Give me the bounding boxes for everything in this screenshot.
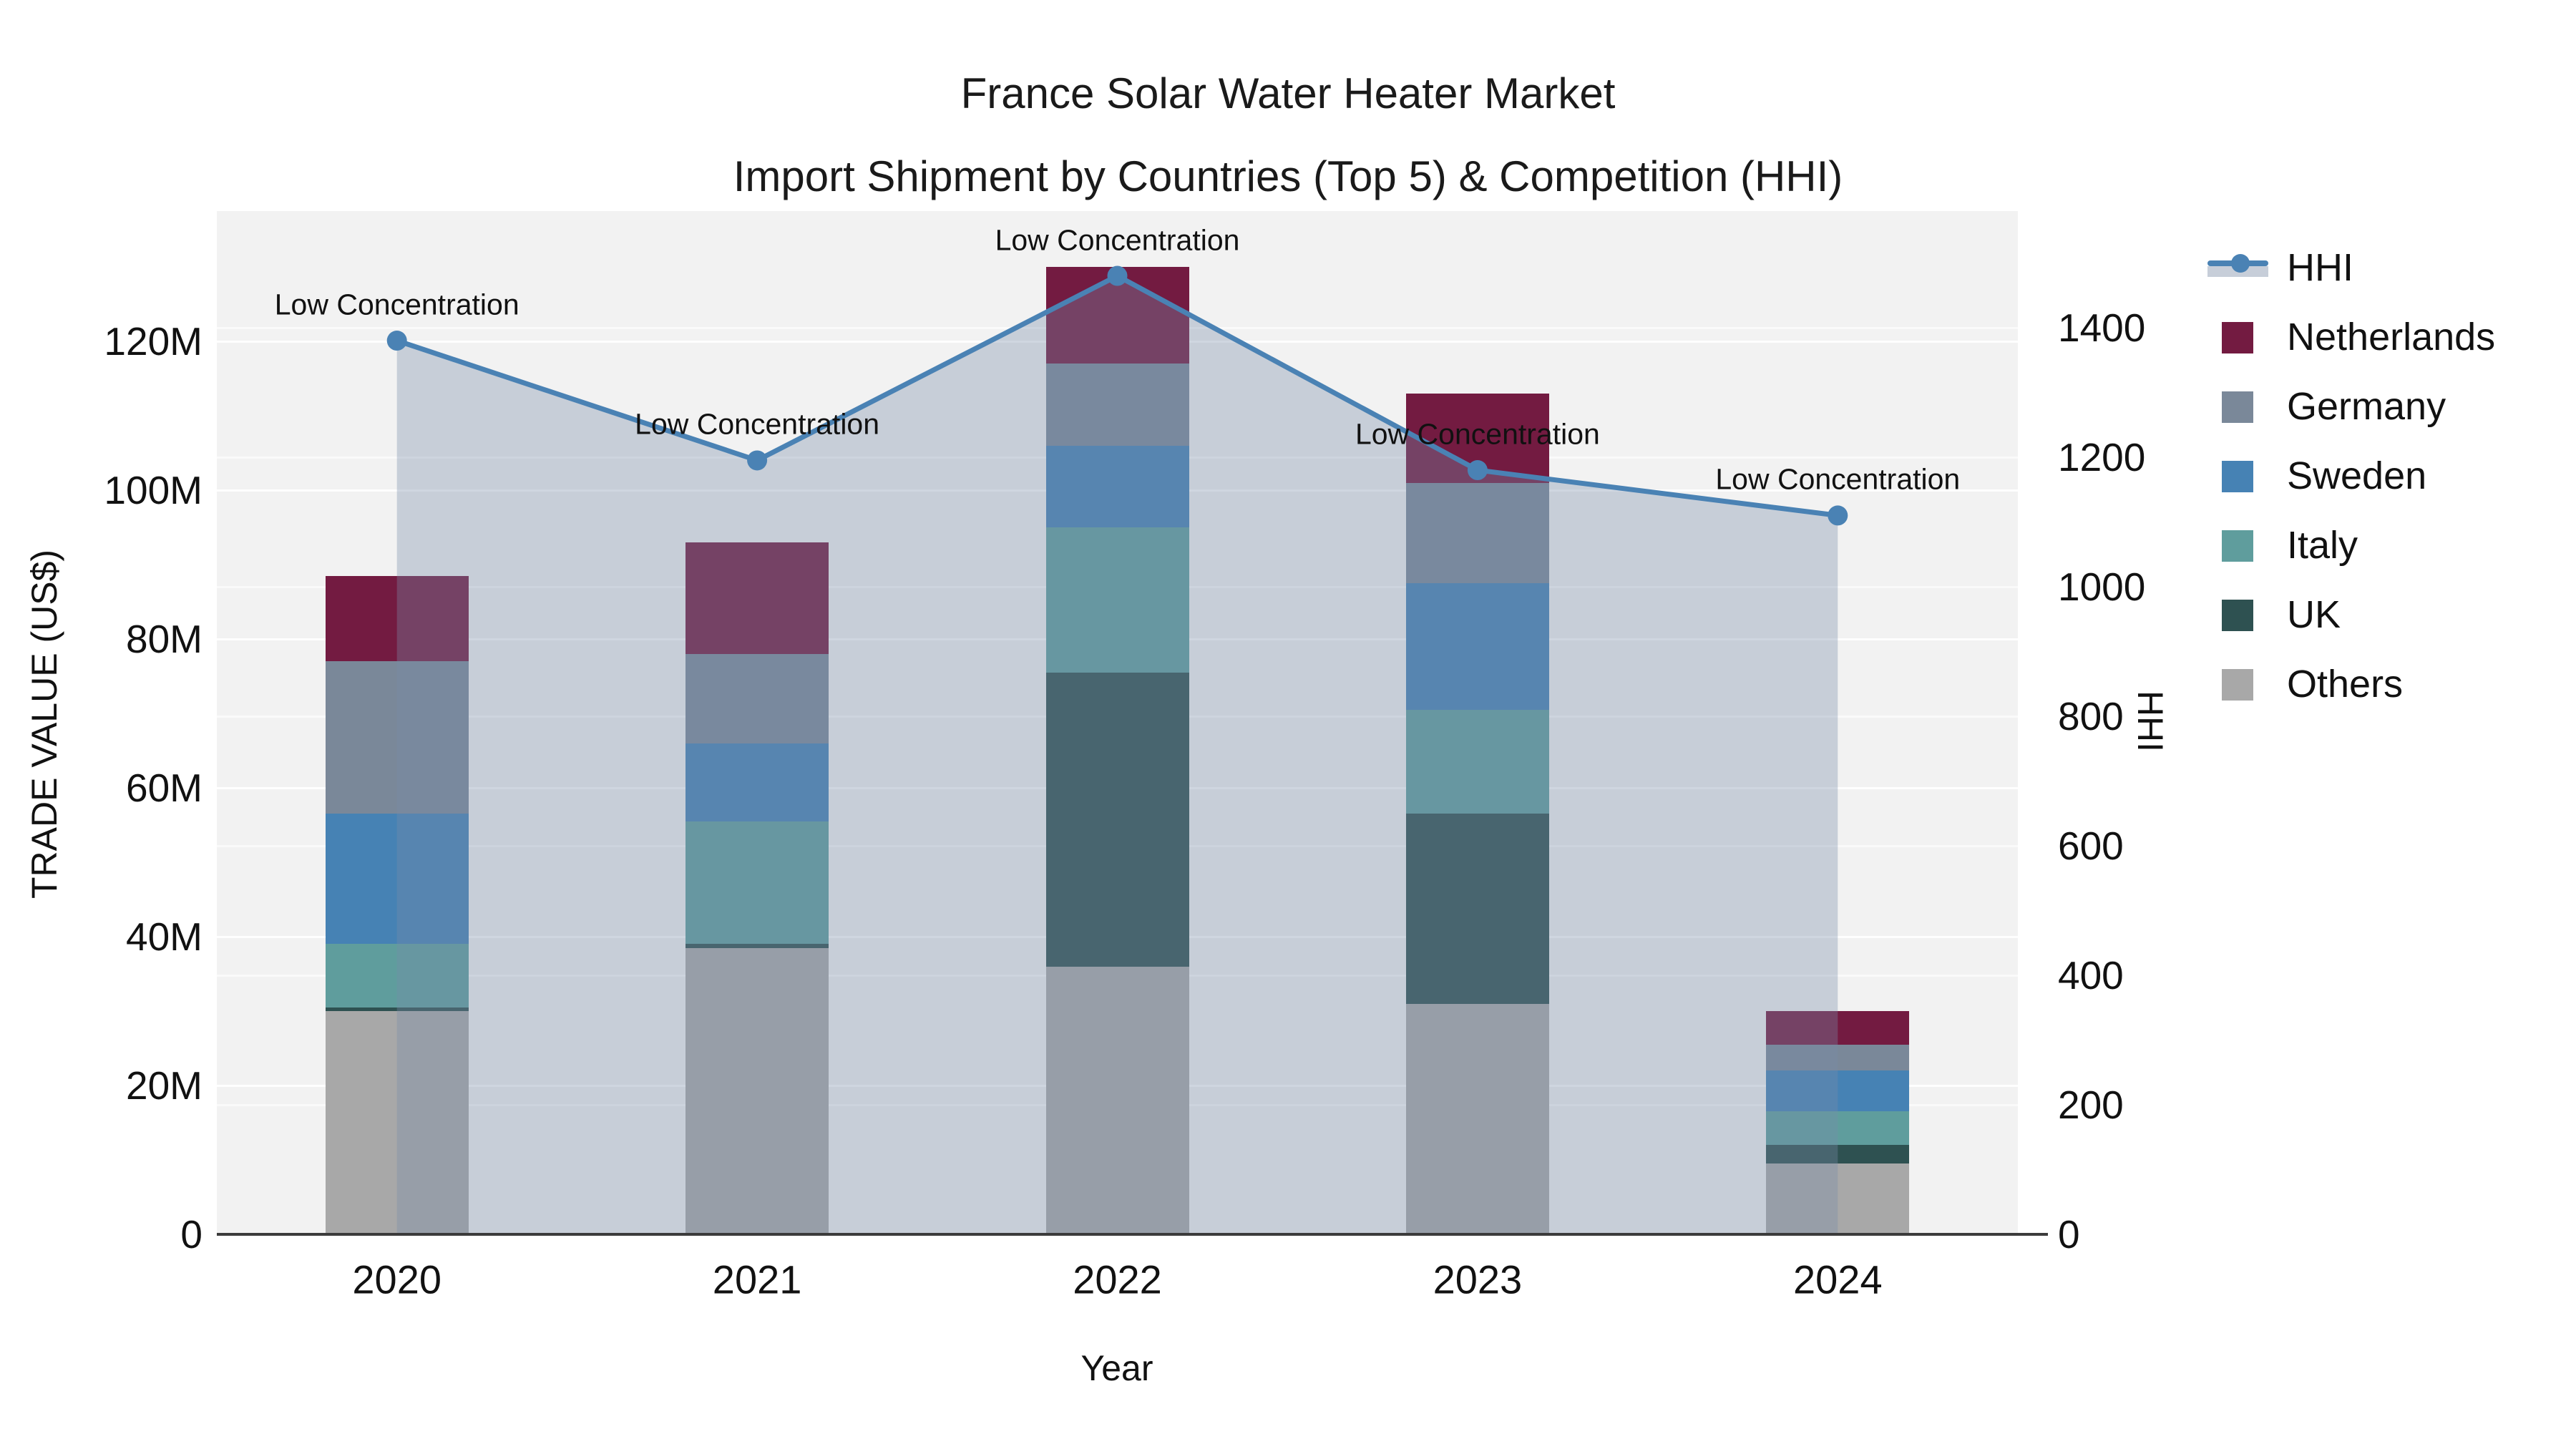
legend-swatch-sweden	[2207, 460, 2268, 492]
color-swatch	[2222, 391, 2253, 423]
hhi-marker	[1828, 505, 1848, 526]
x-tick-label-2022: 2022	[1073, 1257, 1162, 1302]
bar-segment-germany	[1045, 364, 1189, 446]
x-axis-line	[217, 1233, 2048, 1236]
annotation-low-concentration: Low Concentration	[274, 288, 519, 321]
bar-segment-others	[1405, 1003, 1549, 1234]
annotation-low-concentration: Low Concentration	[1355, 417, 1600, 451]
bar-segment-uk	[325, 1007, 469, 1011]
color-swatch	[2222, 321, 2253, 353]
legend-swatch-uk	[2207, 599, 2268, 631]
bar-segment-netherlands	[325, 575, 469, 662]
legend-swatch-others	[2207, 668, 2268, 701]
bar-segment-italy	[1045, 527, 1189, 673]
legend-label: Netherlands	[2287, 315, 2496, 358]
color-swatch	[2222, 668, 2253, 701]
legend-item-sweden[interactable]: Sweden	[2207, 441, 2495, 510]
y-right-tick-label: 400	[2058, 952, 2124, 997]
x-axis-title: Year	[1080, 1348, 1153, 1388]
y-left-tick-label: 0	[180, 1212, 203, 1257]
bar-segment-others	[686, 947, 829, 1234]
legend-label: Germany	[2287, 384, 2446, 428]
bar-segment-sweden	[1405, 583, 1549, 710]
y-right-tick-label: 1400	[2058, 305, 2146, 350]
bar-segment-others	[1045, 966, 1189, 1234]
y-right-tick-label: 1200	[2058, 434, 2146, 479]
annotation-low-concentration: Low Concentration	[1715, 462, 1961, 496]
y-left-tick-label: 60M	[126, 766, 203, 810]
x-tick-label-2024: 2024	[1793, 1257, 1883, 1302]
bar-segment-netherlands	[1766, 1011, 1910, 1045]
bar-segment-uk	[686, 944, 829, 948]
bar-segment-sweden	[1766, 1070, 1910, 1112]
y-right-tick-label: 800	[2058, 693, 2124, 738]
legend-label: Italy	[2287, 523, 2358, 567]
hhi-marker	[1107, 265, 1128, 286]
y-right-tick-label: 0	[2058, 1212, 2080, 1257]
hhi-marker-dot	[2231, 253, 2250, 273]
chart-title-line-2: Import Shipment by Countries (Top 5) & C…	[733, 152, 1843, 200]
plot-area: Low Concentration Low Concentration Low Co…	[217, 211, 2018, 1234]
legend-item-hhi[interactable]: HHI	[2207, 233, 2495, 302]
legend-item-netherlands[interactable]: Netherlands	[2207, 302, 2495, 371]
chart-title-line-1: France Solar Water Heater Market	[960, 69, 1616, 117]
y-left-tick-label: 80M	[126, 617, 203, 661]
legend-swatch-germany	[2207, 391, 2268, 423]
hhi-marker	[1467, 460, 1488, 481]
y-left-tick-label: 40M	[126, 914, 203, 959]
hhi-marker	[747, 450, 768, 471]
legend-label: Others	[2287, 662, 2404, 706]
color-swatch	[2222, 460, 2253, 492]
hhi-marker	[386, 331, 407, 351]
bar-segment-netherlands	[686, 542, 829, 654]
bar-segment-sweden	[325, 814, 469, 945]
legend-label: HHI	[2287, 245, 2353, 289]
annotation-low-concentration: Low Concentration	[995, 223, 1240, 256]
legend-item-italy[interactable]: Italy	[2207, 510, 2495, 580]
y-right-tick-label: 200	[2058, 1082, 2124, 1127]
y-axis-title-left: TRADE VALUE (US$)	[24, 549, 64, 899]
bar-segment-germany	[325, 661, 469, 814]
bar-segment-sweden	[1045, 445, 1189, 527]
legend-swatch-italy	[2207, 530, 2268, 562]
color-swatch	[2222, 530, 2253, 562]
hhi-overlay	[386, 265, 1848, 1234]
bar-segment-italy	[686, 821, 829, 945]
y-axis-title-right: HHI	[2130, 690, 2170, 753]
bar-segment-uk	[1405, 814, 1549, 1004]
x-tick-label-2021: 2021	[712, 1257, 802, 1302]
bar-segment-germany	[1405, 482, 1549, 583]
hhi-line-symbol	[2207, 252, 2268, 283]
bar-segment-others	[325, 1011, 469, 1234]
legend-item-others[interactable]: Others	[2207, 649, 2495, 718]
bar-segment-italy	[1766, 1111, 1910, 1146]
bar-segment-italy	[1405, 709, 1549, 814]
y-left-tick-label: 100M	[104, 468, 203, 512]
legend-label: UK	[2287, 592, 2341, 636]
x-tick-label-2020: 2020	[352, 1257, 441, 1302]
hhi-area-fill	[396, 275, 1838, 1234]
y-right-tick-label: 600	[2058, 823, 2124, 868]
legend-label: Sweden	[2287, 454, 2427, 497]
color-swatch	[2222, 599, 2253, 631]
legend-swatch-netherlands	[2207, 321, 2268, 353]
y-left-tick-label: 120M	[104, 319, 203, 364]
bar-segment-italy	[325, 944, 469, 1008]
bar-segment-uk	[1045, 672, 1189, 967]
y-left-tick-label: 20M	[126, 1063, 203, 1108]
y-right-tick-label: 1000	[2058, 564, 2146, 609]
annotation-low-concentration: Low Concentration	[635, 407, 880, 441]
legend-item-uk[interactable]: UK	[2207, 580, 2495, 649]
bar-segment-germany	[686, 653, 829, 743]
bar-segment-others	[1766, 1163, 1910, 1234]
bar-segment-germany	[1766, 1044, 1910, 1071]
legend: HHI Netherlands Germany Sweden Italy UK Others	[2207, 233, 2495, 718]
legend-item-germany[interactable]: Germany	[2207, 371, 2495, 441]
bar-segment-uk	[1766, 1145, 1910, 1164]
bar-segment-sweden	[686, 743, 829, 821]
x-tick-label-2023: 2023	[1433, 1257, 1523, 1302]
